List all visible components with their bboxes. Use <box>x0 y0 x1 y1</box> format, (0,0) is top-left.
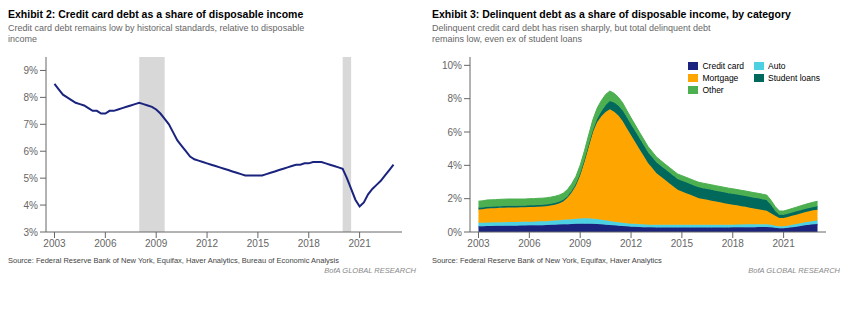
html-text:Other: Other <box>702 85 724 95</box>
svg-text:8%: 8% <box>448 93 463 104</box>
svg-text:4%: 4% <box>24 200 39 211</box>
html-text:Auto: Auto <box>768 61 786 71</box>
svg-text:2%: 2% <box>448 193 463 204</box>
svg-text:2009: 2009 <box>569 238 592 249</box>
html-text:Exhibit 3: Delinquent debt as: Exhibit 3: Delinquent debt as a share of… <box>432 8 791 20</box>
html-text:Credit card debt remains low b: Credit card debt remains low by historic… <box>8 23 305 44</box>
html-text:BofA GLOBAL RESEARCH: BofA GLOBAL RESEARCH <box>324 266 416 275</box>
svg-text:4%: 4% <box>448 160 463 171</box>
svg-text:2021: 2021 <box>772 238 795 249</box>
html-text:Delinquent credit card debt ha: Delinquent credit card debt has risen sh… <box>432 23 711 44</box>
svg-text:9%: 9% <box>24 65 39 76</box>
svg-text:2003: 2003 <box>467 238 490 249</box>
svg-text:2012: 2012 <box>620 238 643 249</box>
svg-text:2018: 2018 <box>722 238 745 249</box>
svg-text:0%: 0% <box>448 227 463 238</box>
svg-text:5%: 5% <box>24 173 39 184</box>
svg-text:3%: 3% <box>24 227 39 238</box>
svg-text:2003: 2003 <box>43 238 66 249</box>
svg-text:6%: 6% <box>24 146 39 157</box>
html-text:Credit card: Credit card <box>702 61 744 71</box>
svg-text:10%: 10% <box>442 60 462 71</box>
html-text:Source: Federal Reserve Bank o: Source: Federal Reserve Bank of New York… <box>432 256 662 265</box>
html-text:Mortgage: Mortgage <box>702 73 739 83</box>
html-text:Exhibit 2: Credit card debt as: Exhibit 2: Credit card debt as a share o… <box>8 8 304 20</box>
svg-text:2015: 2015 <box>247 238 270 249</box>
svg-text:2006: 2006 <box>94 238 117 249</box>
svg-text:2021: 2021 <box>348 238 371 249</box>
svg-text:8%: 8% <box>24 92 39 103</box>
html-text:Source: Federal Reserve Bank o: Source: Federal Reserve Bank of New York… <box>8 256 339 265</box>
html-text:BofA GLOBAL RESEARCH: BofA GLOBAL RESEARCH <box>748 266 840 275</box>
svg-text:2018: 2018 <box>298 238 321 249</box>
svg-text:7%: 7% <box>24 119 39 130</box>
html-text:Student loans: Student loans <box>768 73 820 83</box>
svg-text:2015: 2015 <box>671 238 694 249</box>
svg-text:2012: 2012 <box>196 238 219 249</box>
svg-text:2009: 2009 <box>145 238 168 249</box>
svg-text:2006: 2006 <box>518 238 541 249</box>
svg-text:6%: 6% <box>448 127 463 138</box>
